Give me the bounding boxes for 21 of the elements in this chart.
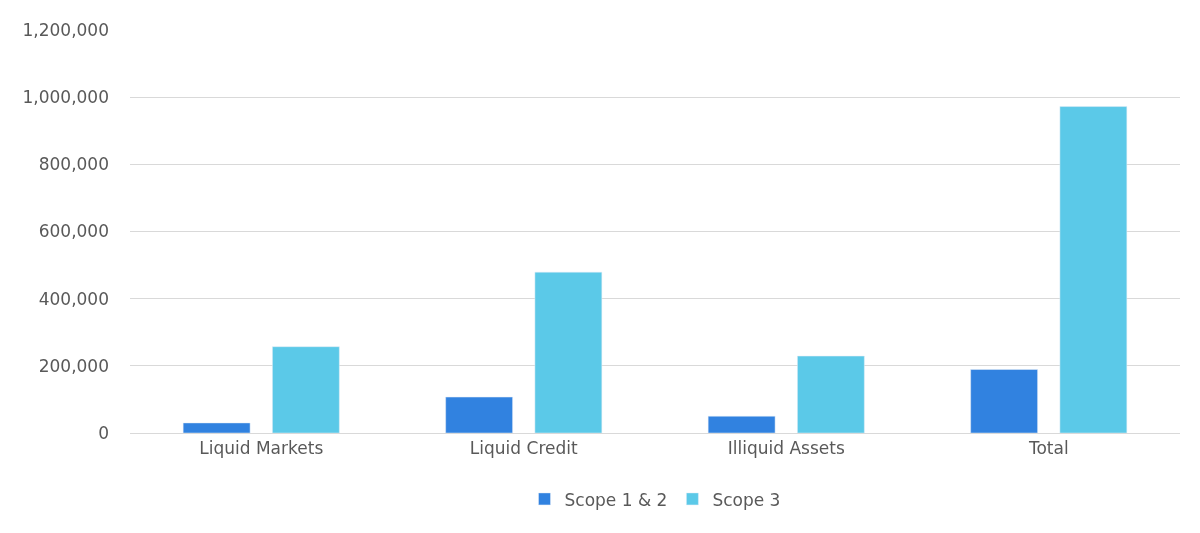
y-tick-label: 600,000 <box>38 221 109 242</box>
y-tick-label: 1,200,000 <box>22 19 109 40</box>
bar <box>797 355 865 433</box>
bar <box>182 422 251 433</box>
x-tick-label: Liquid Markets <box>199 438 324 459</box>
bar <box>272 346 340 433</box>
bar <box>445 396 513 433</box>
legend-label: Scope 1 & 2 <box>564 489 668 510</box>
y-tick-label: 400,000 <box>38 288 109 309</box>
x-tick-label: Total <box>1027 438 1069 459</box>
y-tick-label: 800,000 <box>38 154 109 175</box>
bar <box>534 271 603 433</box>
bar <box>970 369 1038 433</box>
bar <box>1059 106 1128 433</box>
y-tick-label: 200,000 <box>38 355 109 376</box>
legend-label: Scope 3 <box>712 489 781 510</box>
y-tick-label: 1,000,000 <box>22 87 109 108</box>
bar <box>707 415 776 433</box>
x-tick-label: Illiquid Assets <box>727 438 845 459</box>
x-tick-label: Liquid Credit <box>469 438 578 459</box>
y-tick-label: 0 <box>98 422 109 443</box>
